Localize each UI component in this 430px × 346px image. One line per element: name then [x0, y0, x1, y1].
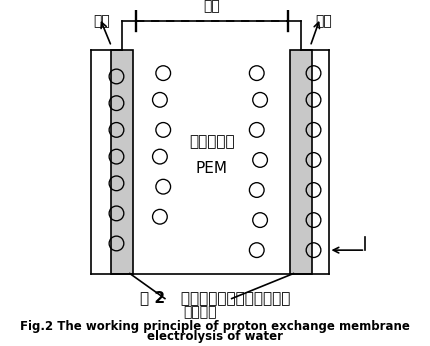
Text: 氢气: 氢气 — [315, 14, 332, 28]
Bar — [111, 50, 133, 274]
Bar — [290, 50, 312, 274]
Text: 图 2   质子交换膜电解水工作原理: 图 2 质子交换膜电解水工作原理 — [140, 290, 290, 305]
Text: Fig.2 The working principle of proton exchange membrane: Fig.2 The working principle of proton ex… — [20, 320, 410, 333]
Text: 氧气: 氧气 — [93, 14, 110, 28]
Text: 聚合物薄膜: 聚合物薄膜 — [189, 134, 234, 149]
Text: electrolysis of water: electrolysis of water — [147, 330, 283, 343]
Text: PEM: PEM — [196, 161, 227, 176]
Text: 电源: 电源 — [203, 0, 220, 13]
Text: 电催化剂: 电催化剂 — [183, 305, 217, 319]
